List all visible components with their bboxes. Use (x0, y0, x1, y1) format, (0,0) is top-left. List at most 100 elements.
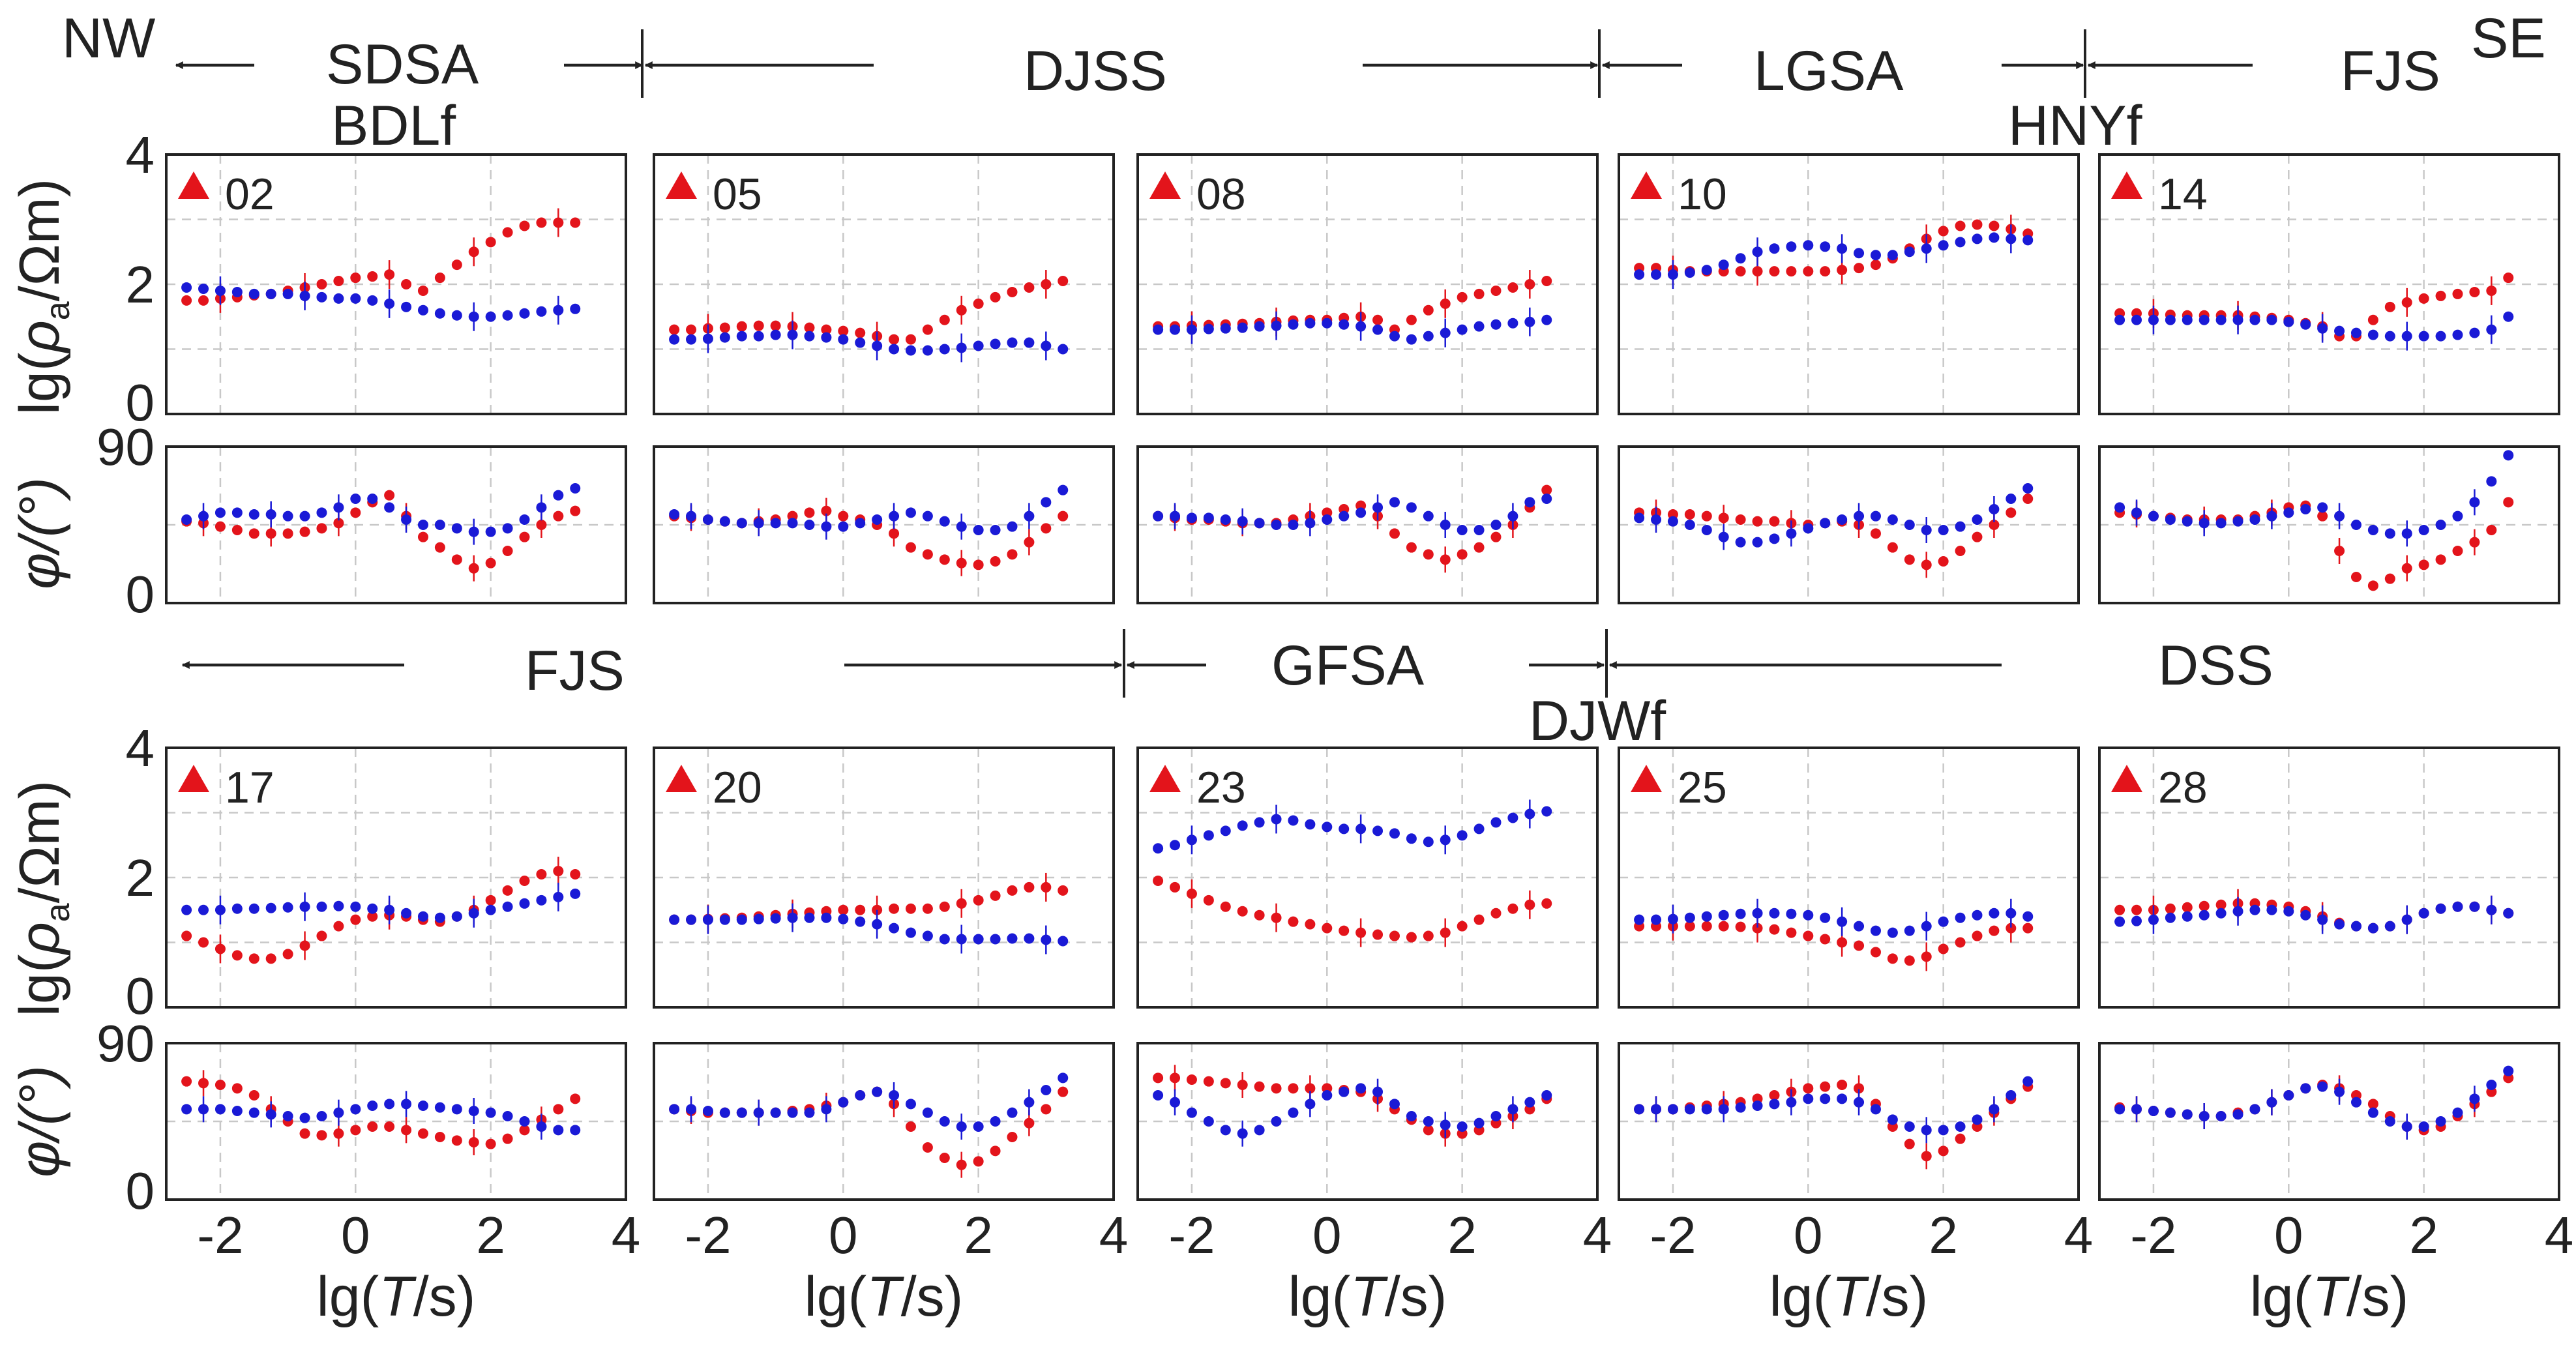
phase-xy-point (1870, 528, 1881, 539)
phase-yx-point (1507, 510, 1518, 522)
rho-xy-point (855, 904, 866, 915)
phase-yx-point (384, 1099, 395, 1110)
station-marker-icon (1149, 171, 1181, 199)
phase-yx-point (787, 1107, 798, 1118)
rho-subplot: 17 (165, 746, 627, 1009)
rho-xy-point (719, 322, 730, 333)
phase-yx-point (1854, 510, 1865, 522)
rho-xy-point (1972, 219, 1983, 230)
rho-xy-point (1406, 314, 1417, 325)
rho-yx-point (1634, 914, 1645, 925)
rho-yx-point (2367, 923, 2378, 934)
phase-xy-point (1921, 559, 1932, 570)
station-marker-icon (666, 765, 697, 792)
rho-xy-point (1237, 906, 1248, 917)
phase-yx-point (1524, 497, 1535, 508)
rho-xy-point (1305, 919, 1316, 930)
rho-yx-point (2486, 324, 2497, 335)
rho-xy-point (1735, 921, 1746, 932)
rho-yx-point (2249, 314, 2260, 325)
rho-xy-point (905, 903, 916, 914)
phase-xy-point (316, 1130, 327, 1141)
rho-subplot: 14 (2098, 153, 2560, 415)
rho-xy-point (1457, 921, 1468, 932)
rho-yx-point (990, 934, 1001, 945)
x-tick-label: -2 (1168, 1206, 1215, 1264)
phase-yx-point (2114, 1104, 2125, 1115)
rho-subplot: 25 (1618, 746, 2080, 1009)
station-panel-05: 05 (653, 153, 1115, 604)
rho-yx-point (2182, 314, 2193, 325)
rho-yx-point (1457, 324, 1468, 335)
phase-yx-point (939, 1116, 950, 1127)
rho-yx-point (417, 911, 428, 922)
phase-yx-point (821, 1104, 832, 1115)
phase-yx-point (905, 507, 916, 518)
phase-yx-point (231, 507, 243, 518)
rho-xy-point (401, 279, 412, 289)
rho-yx-point (2283, 316, 2294, 327)
fault-label-djwf: DJWf (1529, 690, 1666, 752)
phase-yx-point (1007, 1107, 1018, 1118)
phase-yx-point (1271, 1116, 1282, 1127)
phase-yx-point (838, 521, 849, 532)
rho-yx-point (1041, 934, 1052, 945)
rho-yx-point (231, 286, 243, 297)
phase-yx-point (1837, 1093, 1848, 1104)
phase-yx-point (2182, 1109, 2193, 1120)
station-marker-icon (178, 171, 209, 199)
station-label: 10 (1678, 170, 1727, 219)
station-panel-08: 08 (1136, 153, 1599, 604)
rho-yx-point (350, 293, 361, 304)
phase-yx-point (1220, 514, 1231, 525)
phase-yx-point (1820, 1093, 1831, 1104)
phase-yx-point (248, 509, 259, 520)
phase-yx-point (434, 520, 445, 530)
y-axis-titles: lg(ρa/Ωm) φ/(°) lg(ρa/Ωm) φ/(°) (8, 179, 77, 1177)
phase-tick-label: 90 (96, 1014, 155, 1072)
rho-yx-point (1440, 327, 1451, 338)
phase-yx-point (2006, 1090, 2017, 1101)
rho-yx-point (350, 901, 361, 912)
rho-yx-point (2022, 235, 2034, 246)
phase-yx-point (1457, 525, 1468, 535)
rho-yx-point (1372, 825, 1384, 836)
rho-xy-point (1389, 930, 1400, 941)
phase-xy-point (905, 542, 916, 553)
rho-yx-point (939, 934, 950, 945)
segment-label-dss: DSS (2158, 634, 2273, 697)
phase-yx-point (889, 1090, 900, 1101)
phase-yx-point (1372, 1086, 1384, 1097)
phase-xy-point (570, 505, 581, 516)
rho-yx-point (2006, 233, 2017, 244)
rho-yx-point (1870, 925, 1881, 936)
phase-xy-point (1701, 510, 1712, 522)
phase-xy-point (215, 1080, 226, 1090)
rho-xy-point (2367, 314, 2378, 325)
rho-yx-point (1203, 323, 1214, 334)
phase-xy-point (502, 546, 513, 556)
phase-yx-point (719, 1107, 730, 1118)
rho-xy-point (367, 271, 378, 282)
rho-yx-point (519, 308, 530, 319)
phase-yx-point (2266, 1097, 2277, 1108)
rho-yx-point (1524, 316, 1535, 327)
rho-yx-point (686, 334, 697, 345)
rho-yx-point (1203, 830, 1214, 841)
phase-xy-point (1058, 510, 1069, 522)
rho-xy-point (282, 949, 293, 960)
phase-yx-point (1490, 520, 1502, 530)
phase-xy-point (1058, 1086, 1069, 1097)
rho-yx-point (2148, 314, 2159, 325)
rho-yx-point (2435, 331, 2446, 342)
rho-yx-point (2182, 911, 2193, 922)
phase-yx-point (2435, 520, 2446, 530)
x-axis-title: lg(T/s) (805, 1265, 964, 1328)
rho-yx-point (2317, 914, 2328, 925)
rho-xy-point (2486, 285, 2497, 296)
phase-xy-point (2367, 580, 2378, 591)
phase-yx-point (2165, 514, 2176, 525)
segment-label-sdsa: SDSA (326, 33, 479, 96)
phase-axis-title-row1: φ/(°) (8, 477, 71, 589)
rho-yx-point (282, 288, 293, 299)
